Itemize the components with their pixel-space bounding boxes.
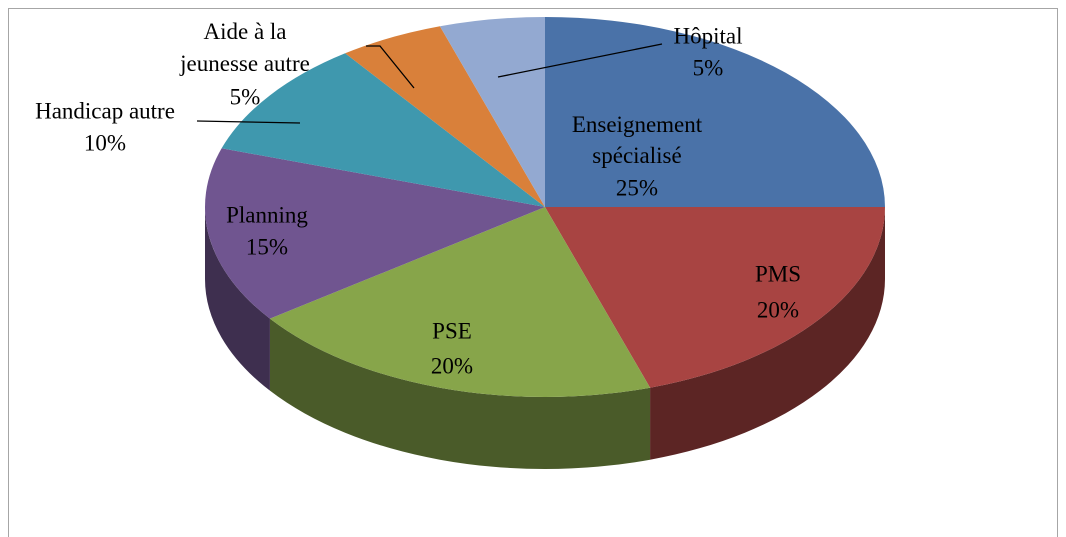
value-label: 5%	[230, 84, 261, 109]
value-label: 10%	[84, 130, 126, 155]
slice-label: Hôpital	[674, 23, 743, 48]
leader-line	[196, 120, 301, 124]
slice-label: PMS	[755, 261, 801, 286]
slice	[345, 26, 545, 208]
slice-label: PSE	[432, 318, 472, 343]
slice-side	[650, 207, 885, 460]
value-label: 25%	[616, 175, 658, 200]
value-label: 5%	[693, 55, 724, 80]
slice-side	[205, 207, 270, 391]
slice	[221, 53, 545, 207]
value-label: 15%	[246, 234, 288, 259]
slice	[545, 207, 885, 388]
slice-label: Enseignement spécialisé	[572, 112, 703, 168]
value-label: 20%	[431, 353, 473, 378]
slice-label: Handicap autre	[35, 98, 175, 123]
value-label: 20%	[757, 297, 799, 322]
slice-side	[269, 318, 651, 469]
slice-label: Planning	[226, 202, 308, 227]
leader-line	[366, 45, 415, 89]
slice	[205, 148, 546, 319]
slice	[439, 17, 545, 207]
slice	[545, 17, 885, 207]
slice	[269, 207, 651, 397]
slice-label: Aide à la jeunesse autre	[179, 19, 310, 76]
leader-line	[497, 43, 663, 78]
